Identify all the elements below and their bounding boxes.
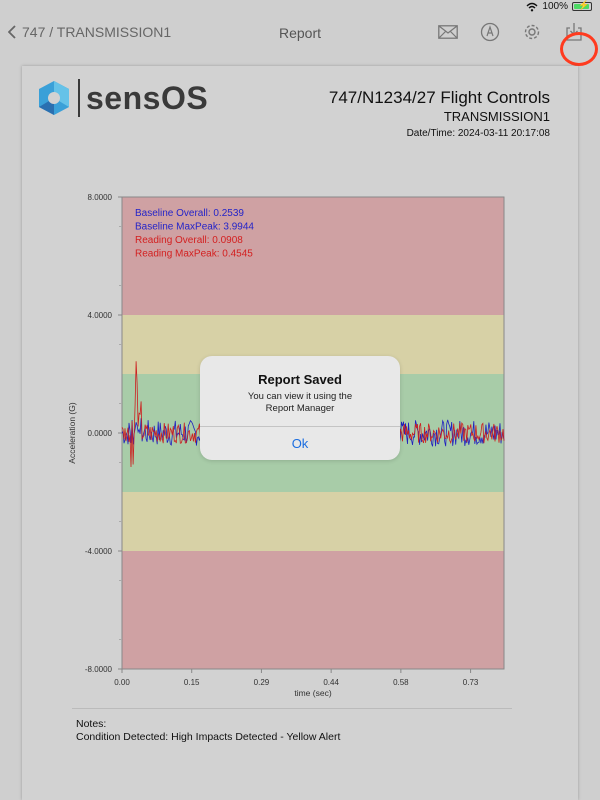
- notes-label: Notes:: [76, 718, 107, 730]
- notes-text: Condition Detected: High Impacts Detecte…: [76, 731, 341, 743]
- x-tick-label: 0.44: [323, 678, 339, 687]
- mail-icon: [438, 25, 458, 39]
- chart-annotation: Baseline MaxPeak: 3.9944: [135, 222, 254, 233]
- markup-pen-icon: [480, 22, 500, 42]
- status-bar: 100% ⚡: [0, 0, 600, 14]
- page-title: Report: [278, 25, 322, 41]
- x-tick-label: 0.58: [393, 678, 409, 687]
- dialog-title: Report Saved: [258, 372, 342, 387]
- x-tick-label: 0.15: [184, 678, 200, 687]
- sensos-logo: sensOS: [34, 78, 208, 118]
- wifi-icon: [526, 2, 538, 11]
- y-tick-label: -4.0000: [85, 547, 113, 556]
- gear-icon: [524, 24, 540, 40]
- report-page: sensOS 747/N1234/27 Flight Controls TRAN…: [22, 66, 578, 800]
- y-tick-label: -8.0000: [85, 665, 113, 674]
- logo-text: sensOS: [86, 79, 209, 116]
- markup-button[interactable]: [478, 20, 502, 44]
- battery-percent: 100%: [542, 1, 568, 12]
- sensos-logo-icon: [39, 81, 69, 115]
- chart-annotation: Reading Overall: 0.0908: [135, 235, 243, 246]
- chart-annotation: Reading MaxPeak: 0.4545: [135, 249, 253, 260]
- y-tick-label: 0.0000: [88, 429, 113, 438]
- y-tick-label: 8.0000: [88, 193, 113, 202]
- x-axis-label: time (sec): [294, 688, 331, 698]
- back-label: 747 / TRANSMISSION1: [22, 24, 172, 40]
- dialog-ok-button[interactable]: Ok: [291, 436, 309, 451]
- back-button[interactable]: 747 / TRANSMISSION1: [8, 24, 171, 40]
- report-datetime: Date/Time: 2024-03-11 20:17:08: [406, 128, 550, 139]
- report-header: 747/N1234/27 Flight Controls TRANSMISSIO…: [329, 88, 550, 139]
- nav-bar: 747 / TRANSMISSION1 Report: [0, 14, 600, 66]
- report-title: 747/N1234/27 Flight Controls: [328, 88, 550, 107]
- x-tick-label: 0.29: [254, 678, 270, 687]
- chart-annotation: Baseline Overall: 0.2539: [135, 208, 244, 219]
- x-tick-label: 0.73: [463, 678, 479, 687]
- battery-icon: ⚡: [572, 0, 592, 11]
- chart-band-3: [122, 492, 504, 551]
- y-axis-label: Acceleration (G): [67, 402, 77, 464]
- dialog-message: You can view it using the Report Manager: [247, 391, 353, 414]
- mail-button[interactable]: [436, 20, 460, 44]
- x-tick-label: 0.00: [114, 678, 130, 687]
- notes-section: Notes: Condition Detected: High Impacts …: [76, 718, 340, 744]
- y-tick-label: 4.0000: [88, 311, 113, 320]
- report-saved-dialog: Report Saved You can view it using the R…: [200, 356, 400, 460]
- settings-button[interactable]: [520, 20, 544, 44]
- report-subtitle: TRANSMISSION1: [443, 109, 550, 124]
- download-highlight-ring: [560, 32, 598, 66]
- chevron-left-icon: [8, 25, 16, 39]
- chart-band-0: [122, 197, 504, 315]
- chart-band-4: [122, 551, 504, 669]
